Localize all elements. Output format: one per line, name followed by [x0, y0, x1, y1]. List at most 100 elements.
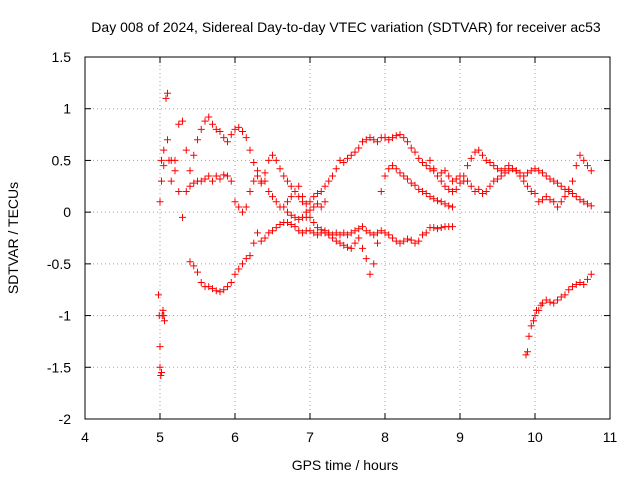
- data-point: [235, 265, 243, 273]
- data-point: [392, 165, 400, 173]
- data-point: [434, 197, 441, 205]
- data-point: [407, 179, 415, 187]
- data-point: [584, 200, 591, 208]
- data-point: [359, 244, 366, 252]
- data-point: [385, 136, 393, 144]
- data-point: [464, 177, 471, 185]
- data-point: [306, 198, 314, 206]
- data-point: [392, 132, 400, 140]
- data-point: [396, 169, 404, 177]
- data-point: [471, 148, 479, 156]
- x-tick-label: 7: [306, 429, 314, 445]
- data-point: [197, 125, 205, 133]
- data-point: [392, 237, 400, 245]
- data-point: [310, 203, 318, 211]
- data-point: [561, 193, 569, 201]
- data-point: [554, 296, 561, 304]
- data-point: [190, 151, 198, 159]
- data-point: [239, 260, 246, 268]
- data-point: [224, 172, 231, 180]
- y-tick-label: -1: [59, 308, 72, 324]
- data-point: [415, 185, 423, 193]
- series-arc-a-high: [156, 89, 329, 223]
- y-tick-label: -2: [59, 411, 72, 427]
- data-point: [527, 187, 535, 195]
- data-point: [310, 229, 318, 237]
- data-point: [314, 200, 321, 208]
- data-point: [325, 177, 333, 185]
- data-point: [175, 120, 183, 128]
- data-point: [246, 146, 254, 154]
- data-point: [452, 175, 460, 183]
- data-point: [400, 237, 408, 245]
- data-point: [587, 202, 595, 210]
- data-point: [306, 206, 314, 214]
- data-point: [254, 229, 261, 237]
- x-tick-label: 11: [603, 429, 618, 445]
- data-point: [332, 165, 340, 173]
- data-point: [205, 113, 213, 121]
- chart-title: Day 008 of 2024, Sidereal Day-to-day VTE…: [91, 19, 601, 35]
- data-point: [456, 179, 464, 187]
- data-point: [269, 227, 276, 235]
- data-point: [426, 193, 434, 201]
- data-point: [475, 185, 483, 193]
- x-tick-label: 4: [81, 429, 89, 445]
- data-point: [385, 231, 393, 239]
- data-point: [572, 193, 580, 201]
- data-point: [157, 372, 165, 380]
- data-point: [306, 227, 314, 235]
- data-point: [269, 151, 276, 159]
- data-point: [216, 127, 224, 135]
- data-point: [242, 203, 250, 211]
- series-arc-c-dip: [186, 218, 456, 296]
- data-point: [156, 343, 164, 351]
- data-point: [539, 299, 546, 307]
- data-point: [580, 156, 588, 164]
- y-tick-label: 0: [63, 204, 71, 220]
- data-point: [291, 187, 299, 195]
- data-point: [164, 136, 171, 144]
- data-point: [190, 179, 198, 187]
- data-point: [194, 268, 201, 276]
- data-point: [179, 213, 186, 221]
- series-arc-d-rise: [284, 131, 595, 210]
- data-point: [407, 144, 415, 152]
- data-point: [355, 144, 363, 152]
- data-point: [434, 172, 441, 180]
- data-point: [190, 262, 198, 270]
- data-point: [321, 182, 329, 190]
- data-point: [284, 218, 291, 226]
- data-point: [171, 167, 179, 175]
- data-point: [287, 211, 295, 219]
- x-tick-label: 9: [456, 429, 464, 445]
- data-point: [576, 278, 584, 286]
- data-point: [370, 260, 378, 268]
- data-point: [186, 182, 194, 190]
- data-point: [452, 185, 460, 193]
- data-point: [227, 177, 235, 185]
- data-point: [216, 288, 224, 296]
- data-point: [182, 146, 190, 154]
- data-point: [464, 162, 471, 170]
- data-point: [359, 138, 366, 146]
- data-point: [250, 158, 258, 166]
- data-point: [209, 177, 216, 185]
- data-point: [572, 281, 580, 289]
- data-point: [449, 223, 456, 231]
- data-point: [205, 172, 213, 180]
- data-point: [445, 172, 453, 180]
- data-point: [550, 177, 558, 185]
- data-point: [475, 146, 483, 154]
- data-point: [501, 169, 509, 177]
- data-point: [276, 165, 284, 173]
- data-point: [265, 229, 273, 237]
- data-point: [415, 154, 423, 162]
- data-point: [535, 306, 543, 314]
- data-point: [374, 138, 381, 146]
- data-point: [158, 368, 165, 376]
- data-point: [302, 200, 310, 208]
- data-point: [430, 165, 438, 173]
- data-point: [220, 286, 228, 294]
- data-point: [550, 198, 558, 206]
